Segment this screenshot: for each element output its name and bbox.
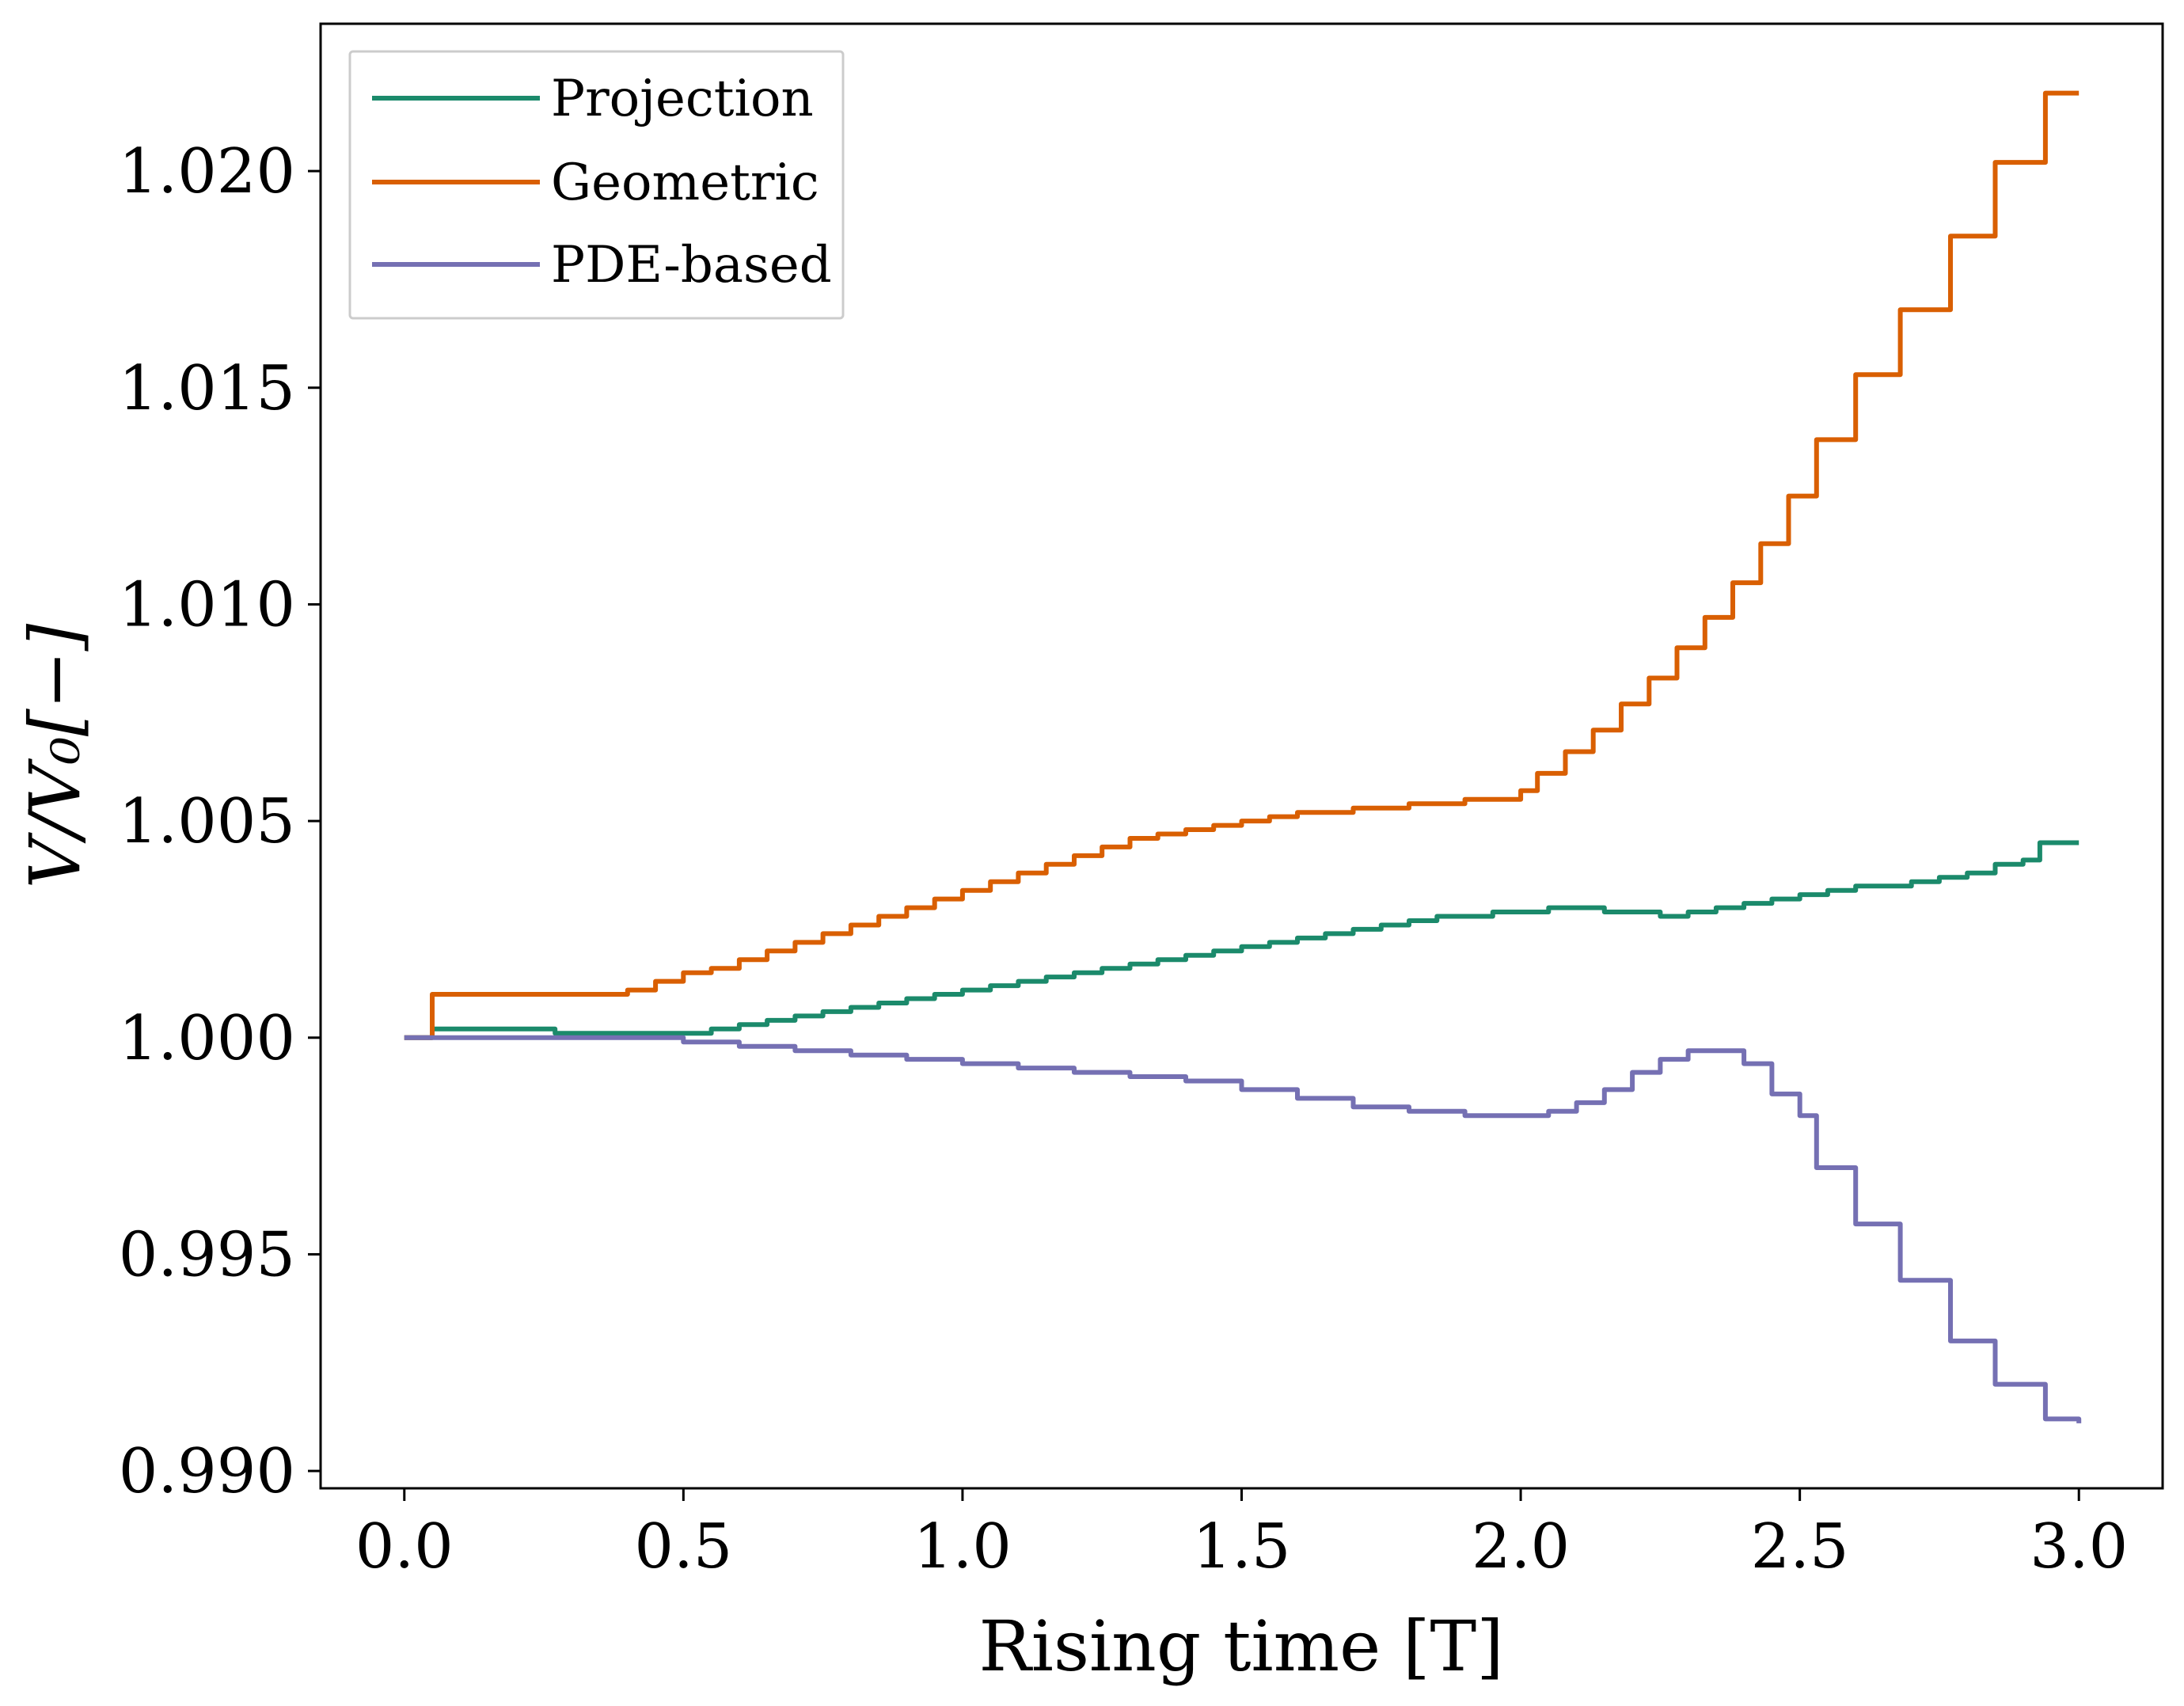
x-tick-label: 3.0 (2030, 1511, 2128, 1583)
y-axis-label: V/V₀[−] (14, 623, 96, 888)
y-tick-label: 0.990 (119, 1436, 295, 1507)
legend-label-projection: Projection (551, 70, 814, 128)
series-line-pde-based (404, 1035, 2082, 1423)
x-tick-label: 1.0 (913, 1511, 1012, 1583)
x-tick-label: 0.0 (355, 1511, 454, 1583)
x-tick-label: 1.5 (1192, 1511, 1290, 1583)
y-tick-label: 1.000 (119, 1003, 295, 1074)
series-line-geometric (404, 90, 2080, 1040)
legend-label-geometric: Geometric (551, 154, 819, 212)
y-tick-label: 1.015 (119, 353, 295, 424)
legend-label-pde-based: PDE-based (551, 236, 832, 294)
y-tick-label: 1.005 (119, 786, 295, 857)
x-axis-label: Rising time [T] (978, 1605, 1503, 1687)
y-tick-label: 0.995 (119, 1219, 295, 1290)
y-tick-label: 1.020 (119, 136, 295, 207)
x-tick-label: 2.0 (1472, 1511, 1570, 1583)
series-line-projection (404, 840, 2080, 1040)
x-tick-label: 2.5 (1751, 1511, 1849, 1583)
legend-box (348, 50, 845, 320)
x-tick-label: 0.5 (634, 1511, 732, 1583)
legend: Projection Geometric PDE-based (348, 50, 845, 320)
y-tick-label: 1.010 (119, 569, 295, 640)
